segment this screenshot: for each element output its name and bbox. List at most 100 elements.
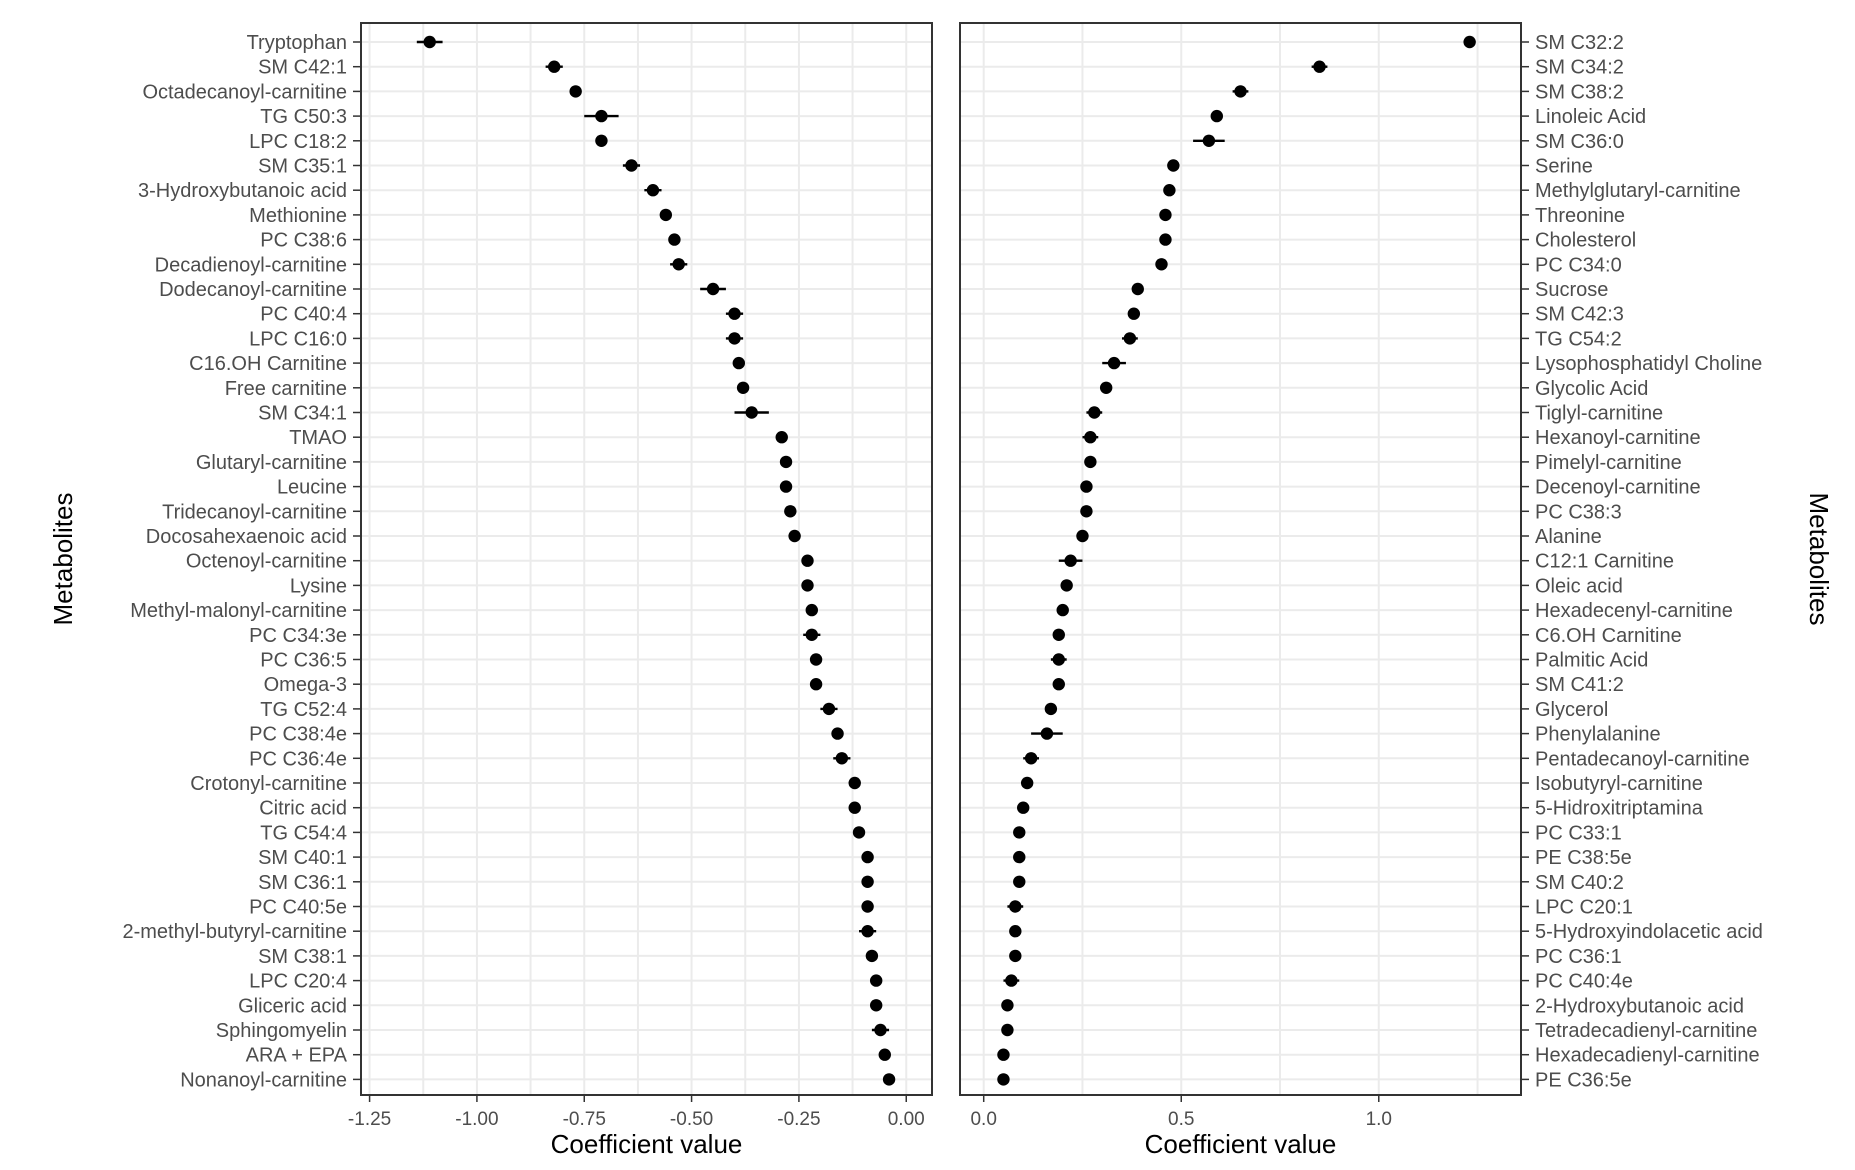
right-metabolite-label: SM C36:0 [1535, 131, 1624, 153]
left-metabolite-label: Sphingomyelin [216, 1020, 347, 1042]
left-coefficient-point [861, 850, 874, 864]
right-metabolite-label: SM C42:3 [1535, 304, 1624, 326]
left-coefficient-point [848, 776, 861, 790]
left-coefficient-point [822, 702, 836, 716]
left-metabolite-label: SM C38:1 [258, 946, 347, 968]
right-coefficient-point [997, 1073, 1010, 1086]
left-metabolite-label: 2-methyl-butyryl-carnitine [122, 921, 347, 943]
left-panel: Tryptophan SM C42:1Octadecanoyl-carnitine… [48, 22, 933, 1159]
left-coefficient-point [646, 184, 660, 197]
right-y-axis-title: Metabolites [1804, 493, 1834, 626]
left-metabolite-label: Glutaryl-carnitine [196, 452, 347, 474]
left-x-tick-label: -0.25 [777, 1109, 820, 1130]
left-coefficient-point [861, 925, 874, 938]
right-coefficient-point [1127, 307, 1141, 320]
left-metabolite-label: Lysine [290, 575, 347, 597]
right-coefficient-point [1052, 653, 1065, 666]
right-coefficient-point [997, 1048, 1010, 1061]
left-coefficient-point [809, 678, 823, 691]
right-coefficient-point [1131, 282, 1144, 296]
left-coefficient-point [706, 282, 720, 296]
right-coefficient-point [1040, 727, 1054, 740]
right-coefficient-point [1084, 455, 1097, 469]
right-coefficient-point [1099, 381, 1113, 394]
left-metabolite-label: ARA + EPA [246, 1045, 348, 1067]
left-coefficient-point [865, 949, 879, 963]
left-coefficient-point [736, 381, 750, 394]
left-metabolite-label: Gliceric acid [238, 995, 347, 1017]
left-metabolite-label: Methyl-malonyl-carnitine [130, 600, 347, 622]
left-metabolite-label: Octenoyl-carnitine [186, 551, 347, 573]
left-metabolite-label: Omega-3 [264, 674, 347, 696]
right-coefficient-point [1017, 801, 1030, 814]
right-metabolite-label: Lysophosphatidyl Choline [1535, 353, 1762, 375]
left-x-axis-title: Coefficient value [551, 1129, 743, 1159]
right-metabolite-label: PC C34:0 [1535, 254, 1622, 276]
left-metabolite-label: PC C36:4e [249, 748, 347, 770]
right-metabolite-label: Palmitic Acid [1535, 650, 1648, 672]
right-coefficient-point [1163, 184, 1176, 197]
right-metabolite-label: 5-Hidroxitriptamina [1535, 798, 1704, 820]
right-coefficient-point [1044, 702, 1058, 716]
left-coefficient-point [878, 1048, 891, 1061]
right-metabolite-label: SM C34:2 [1535, 57, 1624, 79]
right-coefficient-point [1234, 85, 1247, 98]
left-x-tick-label: -0.75 [563, 1109, 606, 1130]
right-coefficient-point [1009, 949, 1022, 963]
right-panel-border [959, 22, 1522, 1096]
left-coefficient-point [779, 455, 793, 469]
right-metabolite-label: Serine [1535, 156, 1593, 178]
right-metabolite-label: Linoleic Acid [1535, 106, 1646, 128]
right-metabolite-label: PE C36:5e [1535, 1069, 1632, 1091]
left-coefficient-point [801, 554, 814, 567]
left-x-tick-label: 0.00 [888, 1109, 925, 1130]
left-metabolite-label: Methionine [249, 205, 347, 227]
left-metabolite-label: Crotonyl-carnitine [190, 773, 347, 795]
right-coefficient-point [1463, 35, 1476, 49]
right-metabolite-label: Hexadecadienyl-carnitine [1535, 1045, 1760, 1067]
left-metabolite-label: Dodecanoyl-carnitine [159, 279, 347, 301]
left-coefficient-point [788, 529, 801, 543]
right-metabolite-label: Cholesterol [1535, 230, 1636, 252]
right-coefficient-point [1005, 974, 1018, 987]
left-metabolite-label: Tryptophan [247, 32, 347, 54]
right-coefficient-point [1159, 208, 1172, 222]
left-coefficient-point [852, 826, 866, 839]
left-coefficient-point [625, 159, 638, 172]
right-coefficient-point [1001, 1023, 1014, 1037]
left-coefficient-point [668, 233, 681, 246]
right-metabolite-label: Pimelyl-carnitine [1535, 452, 1682, 474]
left-x-tick-label: -1.00 [455, 1109, 498, 1130]
left-metabolite-label: Octadecanoyl-carnitine [142, 81, 347, 103]
left-x-tick-label: -1.25 [348, 1109, 391, 1130]
left-coefficient-point [672, 258, 685, 271]
right-metabolite-label: PE C38:5e [1535, 847, 1632, 869]
left-metabolite-label: PC C36:5 [260, 650, 347, 672]
left-coefficient-point [659, 208, 673, 222]
right-metabolite-label: TG C54:2 [1535, 328, 1622, 350]
right-metabolite-label: Oleic acid [1535, 575, 1623, 597]
right-x-tick-label: 0.5 [1168, 1109, 1194, 1130]
right-coefficient-point [1020, 776, 1034, 790]
right-metabolite-label: SM C41:2 [1535, 674, 1624, 696]
right-metabolite-label: Threonine [1535, 205, 1625, 227]
right-metabolite-label: Isobutyryl-carnitine [1535, 773, 1703, 795]
right-metabolite-label: Hexanoyl-carnitine [1535, 427, 1701, 449]
right-coefficient-point [1024, 752, 1038, 765]
left-metabolite-label: Nonanoyl-carnitine [180, 1069, 347, 1091]
left-y-axis-title: Metabolites [48, 493, 78, 626]
right-coefficient-point [1009, 925, 1022, 938]
left-metabolite-label: PC C40:5e [249, 897, 347, 919]
left-metabolite-label: LPC C18:2 [249, 131, 347, 153]
left-metabolite-label: PC C34:3e [249, 625, 347, 647]
right-coefficient-point [1009, 900, 1022, 913]
left-coefficient-point [595, 109, 608, 123]
right-coefficient-point [1155, 258, 1168, 271]
left-metabolite-label: C16.OH Carnitine [189, 353, 347, 375]
right-metabolite-label: Phenylalanine [1535, 724, 1661, 746]
right-coefficient-point [1210, 109, 1223, 123]
right-metabolite-label: Glycolic Acid [1535, 378, 1648, 400]
right-metabolite-label: SM C38:2 [1535, 81, 1624, 103]
right-coefficient-point [1167, 159, 1180, 172]
left-coefficient-point [831, 727, 844, 740]
